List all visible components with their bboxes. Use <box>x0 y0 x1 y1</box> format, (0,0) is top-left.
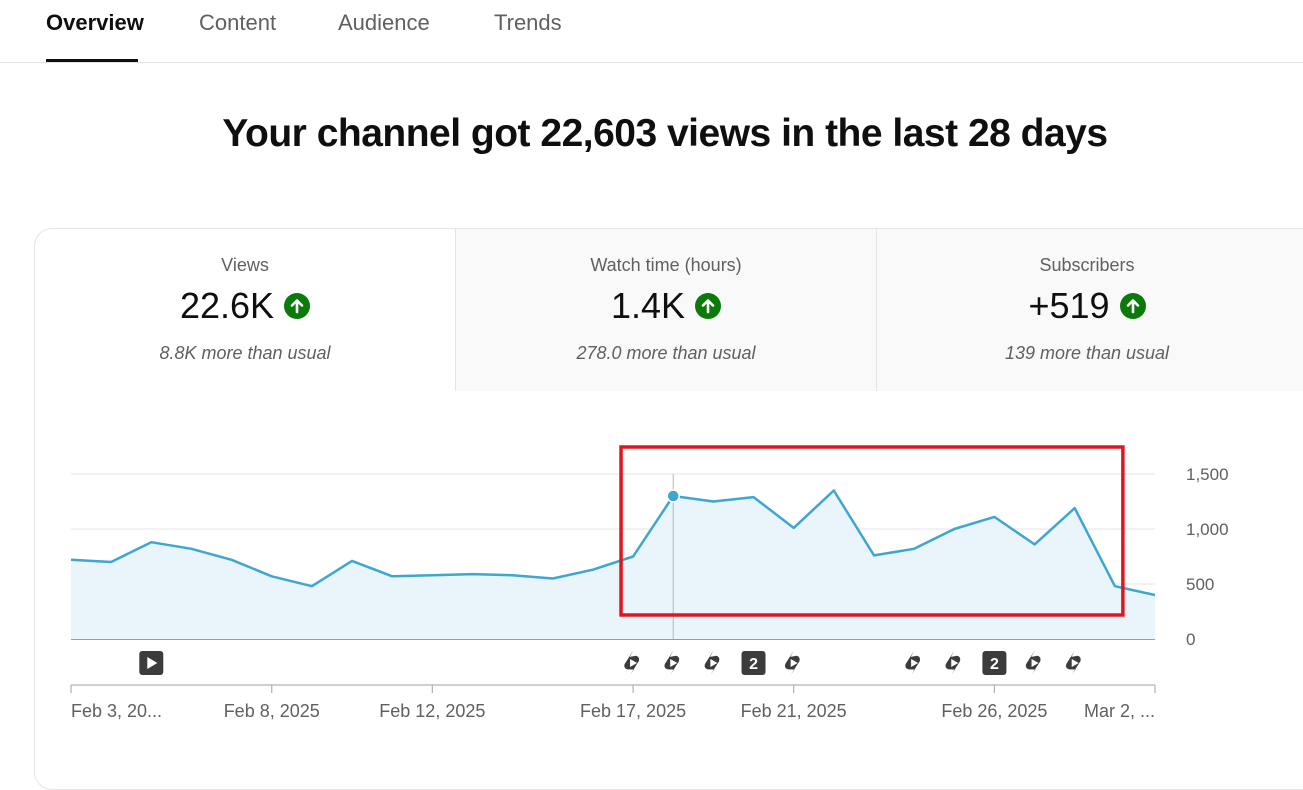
metric-value: 22.6K <box>179 285 275 326</box>
count-label: 2 <box>749 656 758 673</box>
metric-note: 8.8K more than usual <box>159 343 331 363</box>
metric-views[interactable]: Views 22.6K 8.8K more than usual <box>35 229 456 391</box>
count-label: 2 <box>990 656 999 673</box>
shorts-play <box>630 659 638 667</box>
metric-label: Subscribers <box>1039 255 1135 275</box>
shorts-icon[interactable] <box>1061 650 1085 676</box>
metric-note: 278.0 more than usual <box>576 343 756 363</box>
upload-count-icon[interactable]: 2 <box>982 651 1007 675</box>
metric-value-row: 1.4K <box>456 285 876 327</box>
shorts-icon[interactable] <box>660 650 684 676</box>
page-headline: Your channel got 22,603 views in the las… <box>222 112 1108 155</box>
tab-trends[interactable]: Trends <box>494 10 562 35</box>
tab-content[interactable]: Content <box>199 10 277 35</box>
tab-bar: Overview Content Audience Trends <box>0 0 1303 63</box>
shorts-play <box>790 659 798 667</box>
shorts-play <box>1071 659 1079 667</box>
tab-overview[interactable]: Overview <box>46 10 144 35</box>
metric-note: 139 more than usual <box>1004 343 1170 363</box>
play-triangle <box>147 657 158 669</box>
count-badge <box>982 651 1007 675</box>
shorts-play <box>951 659 959 667</box>
analytics-card: Views 22.6K 8.8K more than usual Watch t… <box>34 228 1303 790</box>
count-badge <box>741 651 766 675</box>
metric-label: Watch time (hours) <box>590 255 742 275</box>
metric-value-row: +519 <box>877 285 1297 327</box>
metric-label: Views <box>221 255 269 275</box>
tab-audience[interactable]: Audience <box>338 10 430 35</box>
metric-subscribers[interactable]: Subscribers +519 139 more than usual <box>877 229 1303 391</box>
shorts-play <box>710 659 718 667</box>
arrow-up-circle-icon <box>284 293 311 319</box>
shorts-play <box>670 659 678 667</box>
shorts-icon[interactable] <box>700 650 724 676</box>
metric-value: 1.4K <box>610 285 686 326</box>
metric-value: +519 <box>1028 285 1110 326</box>
video-play-icon[interactable] <box>139 651 164 675</box>
shorts-play <box>911 659 919 667</box>
shorts-icon[interactable] <box>1021 650 1045 676</box>
arrow-up-circle-icon <box>695 293 722 319</box>
shorts-icon[interactable] <box>941 650 965 676</box>
shorts-play <box>1031 659 1039 667</box>
metric-watch-time[interactable]: Watch time (hours) 1.4K 278.0 more than … <box>456 229 877 391</box>
metric-value-row: 22.6K <box>35 285 455 327</box>
shorts-icon[interactable] <box>901 650 925 676</box>
shorts-icon[interactable] <box>620 650 644 676</box>
shorts-icon[interactable] <box>780 650 804 676</box>
active-tab-indicator <box>46 59 138 62</box>
arrow-up-circle-icon <box>1119 293 1146 319</box>
upload-count-icon[interactable]: 2 <box>741 651 766 675</box>
